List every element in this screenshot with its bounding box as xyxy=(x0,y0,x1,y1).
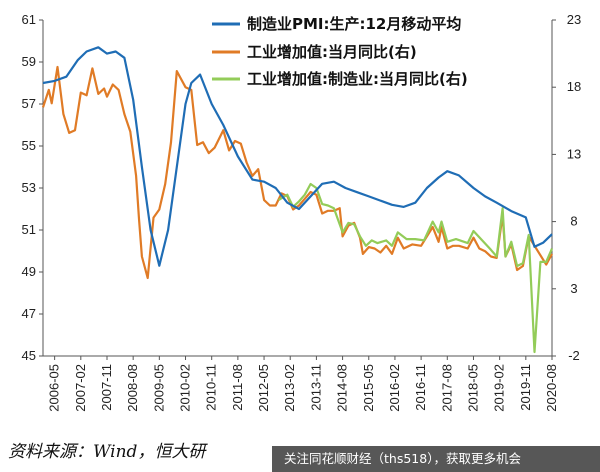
left-tick-label: 51 xyxy=(22,222,36,237)
legend-item-pmi: 制造业PMI:生产:12月移动平均 xyxy=(212,15,461,33)
x-axis-ticks: 2006-05 2007-02 2007-11 2008-08 2009-05 2010-… xyxy=(47,356,559,412)
right-tick-label: 3 xyxy=(570,281,577,296)
x-tick-label: 2014-08 xyxy=(335,364,350,412)
x-tick-label: 2019-02 xyxy=(492,364,507,412)
industrial-va-line xyxy=(41,65,553,280)
watermark-banner: 关注同花顺财经（ths518），获取更多机会 xyxy=(272,446,600,472)
x-tick-label: 2010-02 xyxy=(178,364,193,412)
left-tick-label: 49 xyxy=(22,264,36,279)
left-tick-label: 53 xyxy=(22,180,36,195)
x-tick-label: 2013-02 xyxy=(282,364,297,412)
left-tick-label: 61 xyxy=(22,12,36,27)
right-tick-label: 23 xyxy=(567,12,581,27)
x-tick-label: 2017-08 xyxy=(439,364,454,412)
x-tick-label: 2007-11 xyxy=(99,364,114,411)
x-tick-label: 2009-05 xyxy=(151,364,166,412)
right-y-axis-ticks: -2 3 8 13 18 23 xyxy=(552,12,581,363)
legend-item-manufacturing: 工业增加值:制造业:当月同比(右) xyxy=(212,70,468,88)
legend-label: 制造业PMI:生产:12月移动平均 xyxy=(247,15,461,33)
x-tick-label: 2015-05 xyxy=(361,364,376,412)
x-tick-label: 2012-05 xyxy=(256,364,271,412)
left-y-axis-ticks: 45 47 49 51 53 55 57 59 61 xyxy=(22,12,43,363)
left-tick-label: 57 xyxy=(22,96,36,111)
left-tick-label: 45 xyxy=(22,348,36,363)
x-tick-label: 2019-11 xyxy=(518,364,533,411)
right-tick-label: 13 xyxy=(567,146,581,161)
x-tick-label: 2016-02 xyxy=(387,364,402,412)
legend-item-industrial: 工业增加值:当月同比(右) xyxy=(212,43,417,61)
x-tick-label: 2007-02 xyxy=(73,364,88,412)
x-tick-label: 2020-08 xyxy=(544,364,559,412)
manufacturing-va-line xyxy=(278,182,554,354)
legend-label: 工业增加值:当月同比(右) xyxy=(247,43,417,61)
x-tick-label: 2016-11 xyxy=(413,364,428,411)
left-tick-label: 55 xyxy=(22,138,36,153)
left-tick-label: 47 xyxy=(22,306,36,321)
series-layer xyxy=(41,46,554,354)
legend-label: 工业增加值:制造业:当月同比(右) xyxy=(247,70,468,88)
x-tick-label: 2013-11 xyxy=(308,364,323,411)
left-tick-label: 59 xyxy=(22,54,36,69)
source-note: 资料来源：Wind，恒大研 xyxy=(8,442,206,462)
x-tick-label: 2008-08 xyxy=(125,364,140,412)
pmi-production-line xyxy=(42,46,553,267)
right-tick-label: 18 xyxy=(567,79,581,94)
x-tick-label: 2018-05 xyxy=(465,364,480,412)
x-tick-label: 2010-11 xyxy=(204,364,219,411)
right-tick-label: -2 xyxy=(568,348,580,363)
x-tick-label: 2006-05 xyxy=(47,364,62,412)
right-tick-label: 8 xyxy=(570,214,577,229)
x-tick-label: 2011-08 xyxy=(230,364,245,411)
